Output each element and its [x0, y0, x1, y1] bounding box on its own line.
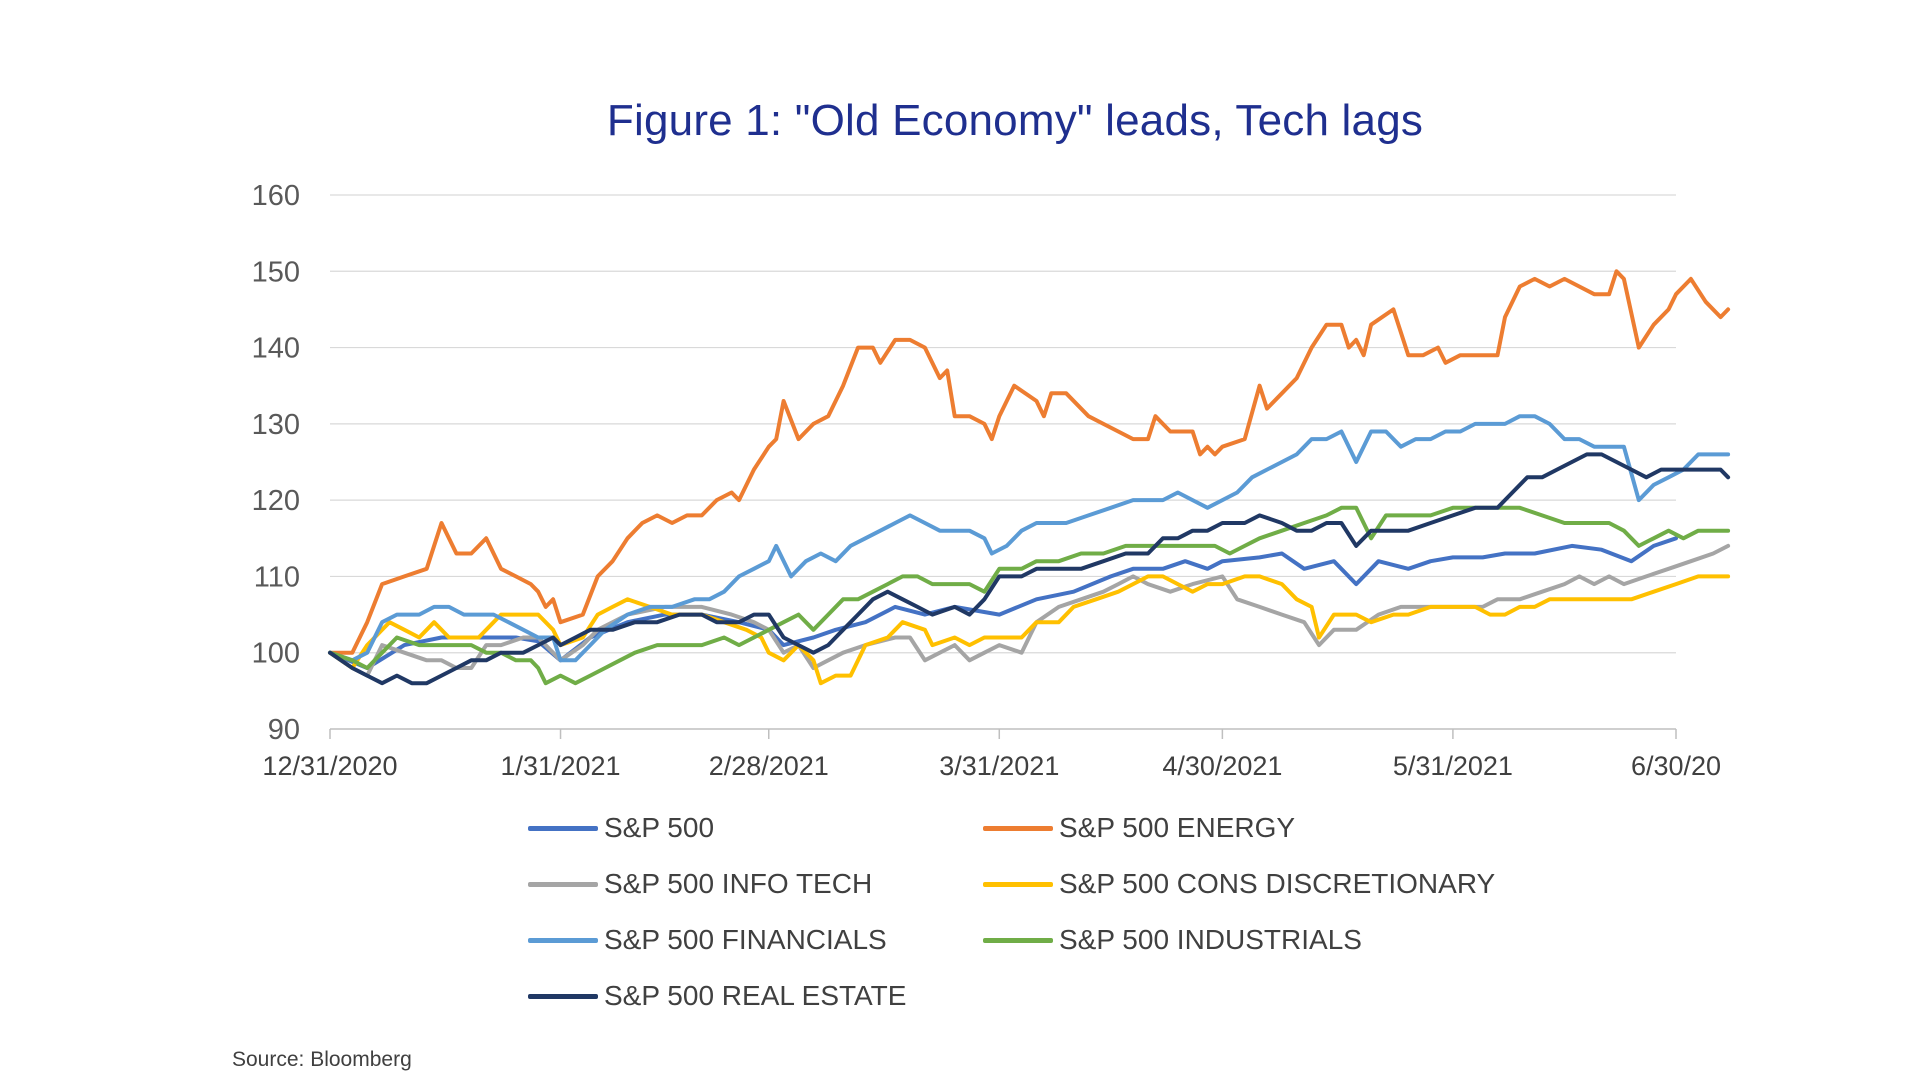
legend-label: S&P 500 REAL ESTATE: [604, 980, 907, 1011]
y-tick-label-110: 110: [254, 561, 300, 593]
series-line-s-p-500-cons-discretionary: [328, 574, 1731, 686]
legend-swatch: [528, 993, 598, 999]
y-tick-label-90: 90: [268, 714, 300, 746]
series-line-s-p-500-energy: [328, 269, 1731, 655]
x-tick-label-5: 5/31/2021: [1393, 751, 1513, 781]
legend-item-s-p-500-financials: S&P 500 FINANCIALS: [528, 920, 887, 960]
legend-label: S&P 500 FINANCIALS: [604, 924, 887, 955]
legend-label: S&P 500 ENERGY: [1059, 812, 1296, 843]
y-tick-label-140: 140: [252, 333, 300, 365]
x-tick-label-2: 2/28/2021: [709, 751, 829, 781]
series-line-s-p-500-financials: [328, 414, 1731, 663]
legend-swatch: [528, 881, 598, 887]
x-tick-label-4: 4/30/2021: [1162, 751, 1282, 781]
x-tick-label-1: 1/31/2021: [500, 751, 620, 781]
y-tick-label-100: 100: [252, 638, 300, 670]
x-tick-labels: 12/31/2020 1/31/2021 2/28/2021 3/31/2021 4/3…: [262, 751, 1721, 781]
legend-item-s-p-500-energy: S&P 500 ENERGY: [983, 808, 1295, 848]
y-tick-label-160: 160: [252, 180, 300, 212]
x-tick-label-3: 3/31/2021: [939, 751, 1059, 781]
legend-swatch: [983, 825, 1053, 831]
legend-item-s-p-500-cons-discretionary: S&P 500 CONS DISCRETIONARY: [983, 864, 1495, 904]
y-tick-label-120: 120: [252, 485, 300, 517]
legend-item-s-p-500: S&P 500: [528, 808, 714, 848]
source-note: Source: Bloomberg: [232, 1048, 412, 1071]
legend-item-s-p-500-industrials: S&P 500 INDUSTRIALS: [983, 920, 1362, 960]
legend-swatch: [983, 937, 1053, 943]
y-tick-labels: 90 100 110 120 130 140 150 160: [252, 180, 300, 746]
x-tick-label-0: 12/31/2020: [262, 751, 397, 781]
legend-label: S&P 500: [604, 812, 715, 843]
x-tick-label-6: 6/30/20: [1631, 751, 1721, 781]
y-tick-label-150: 150: [252, 256, 300, 288]
legend-label: S&P 500 CONS DISCRETIONARY: [1059, 868, 1496, 899]
chart-title: Figure 1: "Old Economy" leads, Tech lags: [606, 96, 1424, 145]
legend-item-s-p-500-info-tech: S&P 500 INFO TECH: [528, 864, 872, 904]
legend-label: S&P 500 INDUSTRIALS: [1059, 924, 1362, 955]
legend-label: S&P 500 INFO TECH: [604, 868, 873, 899]
legend-swatch: [528, 825, 598, 831]
legend-swatch: [528, 937, 598, 943]
series-lines: [328, 269, 1731, 686]
axes: [329, 728, 1677, 739]
legend-swatch: [983, 881, 1053, 887]
legend-item-s-p-500-real-estate: S&P 500 REAL ESTATE: [528, 976, 906, 1016]
series-line-s-p-500-real-estate: [328, 452, 1731, 686]
y-tick-label-130: 130: [252, 409, 300, 441]
